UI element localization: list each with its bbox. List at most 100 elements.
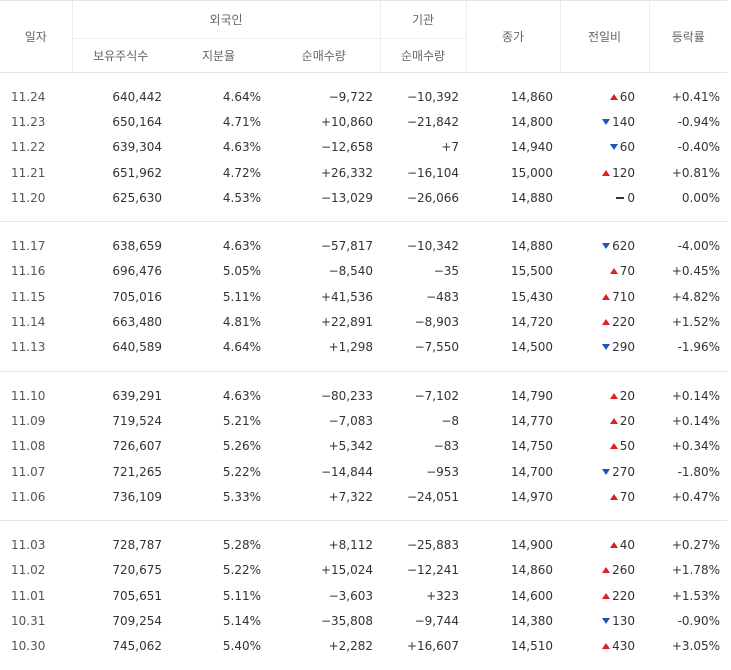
change-value: 430 — [612, 639, 636, 654]
date-cell: 11.09 — [11, 413, 46, 428]
table-row: 11.01 705,651 5.11% −3,603 +323 14,600 220 +1.5… — [0, 583, 727, 608]
date-cell: 11.10 — [11, 388, 46, 403]
foreign-net-cell: +2,282 — [328, 639, 374, 654]
down-triangle-icon — [602, 617, 611, 624]
rate-cell: +0.47% — [671, 489, 721, 504]
change-cell: 120 — [560, 160, 649, 185]
holding-shares-cell: 705,651 — [112, 588, 162, 603]
rate-cell: 0.00% — [681, 190, 721, 205]
foreign-net-cell: +26,332 — [320, 165, 374, 180]
foreign-net-cell: −12,658 — [320, 140, 374, 155]
down-triangle-icon — [602, 118, 611, 125]
inst-net-cell: −12,241 — [406, 563, 460, 578]
date-cell: 11.23 — [11, 114, 46, 129]
change-value: 260 — [612, 563, 636, 578]
rate-cell: +0.34% — [671, 439, 721, 454]
change-cell: 710 — [560, 284, 649, 309]
holding-shares-cell: 640,589 — [112, 340, 162, 355]
inst-net-cell: +16,607 — [406, 639, 460, 654]
close-price-cell: 14,880 — [511, 190, 554, 205]
rate-cell: +0.14% — [671, 413, 721, 428]
holding-ratio-cell: 5.22% — [222, 464, 261, 479]
spacer-cell — [0, 521, 727, 532]
change-value: 20 — [619, 388, 636, 403]
group-spacer — [0, 222, 727, 233]
rate-cell: +0.81% — [671, 165, 721, 180]
table-row: 11.21 651,962 4.72% +26,332 −16,104 15,000 120… — [0, 160, 727, 185]
holding-ratio-cell: 5.22% — [222, 563, 261, 578]
date-cell: 11.22 — [11, 140, 46, 155]
holding-shares-cell: 721,265 — [112, 464, 162, 479]
inst-net-cell: −10,342 — [406, 239, 460, 254]
up-triangle-icon — [609, 542, 618, 549]
holding-shares-cell: 709,254 — [112, 613, 162, 628]
holding-ratio-cell: 4.71% — [222, 114, 261, 129]
change-value: 140 — [612, 114, 636, 129]
close-price-cell: 14,600 — [511, 588, 554, 603]
inst-net-cell: −7,550 — [414, 340, 460, 355]
table-row: 11.20 625,630 4.53% −13,029 −26,066 14,880 0 0.… — [0, 185, 727, 210]
rate-cell: +0.14% — [671, 388, 721, 403]
spacer-cell — [0, 372, 727, 383]
table-row: 11.17 638,659 4.63% −57,817 −10,342 14,880 620… — [0, 233, 727, 258]
foreign-net-cell: −80,233 — [320, 388, 374, 403]
divider-cell — [0, 520, 728, 522]
close-price-cell: 14,880 — [511, 239, 554, 254]
holding-ratio-cell: 5.11% — [222, 588, 261, 603]
change-cell: 220 — [560, 309, 649, 334]
spacer-cell — [0, 659, 727, 670]
rate-cell: +4.82% — [671, 289, 721, 304]
holding-ratio-cell: 4.64% — [222, 89, 261, 104]
change-cell: 70 — [560, 484, 649, 509]
group-spacer — [0, 73, 727, 85]
foreign-net-cell: +8,112 — [328, 538, 374, 553]
rate-cell: -0.90% — [677, 613, 721, 628]
group-divider — [0, 371, 728, 372]
holding-ratio-cell: 5.21% — [222, 413, 261, 428]
date-cell: 11.16 — [11, 264, 46, 279]
table-row: 11.24 640,442 4.64% −9,722 −10,392 14,860 60 +0… — [0, 84, 727, 109]
holding-ratio-cell: 4.63% — [222, 140, 261, 155]
table-row: 11.23 650,164 4.71% +10,860 −21,842 14,800 140… — [0, 109, 727, 134]
date-cell: 11.06 — [11, 489, 46, 504]
header-close: 종가 — [466, 0, 561, 73]
table-row: 11.22 639,304 4.63% −12,658 +7 14,940 60 -0.40% — [0, 135, 727, 160]
flat-dash-icon — [616, 196, 625, 199]
table-row: 11.14 663,480 4.81% +22,891 −8,903 14,720 220 +… — [0, 309, 727, 334]
rate-cell: +1.78% — [671, 563, 721, 578]
change-value: 620 — [612, 239, 636, 254]
inst-net-cell: −16,104 — [406, 165, 460, 180]
rate-cell: -1.96% — [677, 340, 721, 355]
header-rate: 등락률 — [649, 0, 728, 73]
close-price-cell: 14,940 — [511, 140, 554, 155]
table-row: 11.09 719,524 5.21% −7,083 −8 14,770 20 +0.14% — [0, 408, 727, 433]
holding-shares-cell: 625,630 — [112, 190, 162, 205]
divider-cell — [0, 221, 728, 223]
change-cell: 620 — [560, 233, 649, 258]
foreign-net-cell: −14,844 — [320, 464, 374, 479]
down-triangle-icon — [602, 344, 611, 351]
rate-cell: -0.40% — [677, 140, 721, 155]
holding-ratio-cell: 5.05% — [222, 264, 261, 279]
change-cell: 290 — [560, 335, 649, 360]
close-price-cell: 14,770 — [511, 413, 554, 428]
foreign-net-cell: +10,860 — [320, 114, 374, 129]
change-value: 0 — [627, 190, 636, 205]
holding-ratio-cell: 5.11% — [222, 289, 261, 304]
group-spacer — [0, 509, 727, 521]
group-spacer — [0, 521, 727, 532]
close-price-cell: 14,860 — [511, 563, 554, 578]
holding-ratio-cell: 5.26% — [222, 439, 261, 454]
spacer-cell — [0, 210, 727, 222]
date-cell: 10.31 — [11, 613, 46, 628]
close-price-cell: 14,380 — [511, 613, 554, 628]
holding-shares-cell: 720,675 — [112, 563, 162, 578]
change-cell: 60 — [560, 84, 649, 109]
holding-shares-cell: 663,480 — [112, 315, 162, 330]
holding-shares-cell: 726,607 — [112, 439, 162, 454]
close-price-cell: 14,800 — [511, 114, 554, 129]
close-price-cell: 14,750 — [511, 439, 554, 454]
change-value: 70 — [619, 264, 636, 279]
header-foreign-net: 순매수량 — [268, 38, 381, 73]
group-divider — [0, 221, 728, 223]
